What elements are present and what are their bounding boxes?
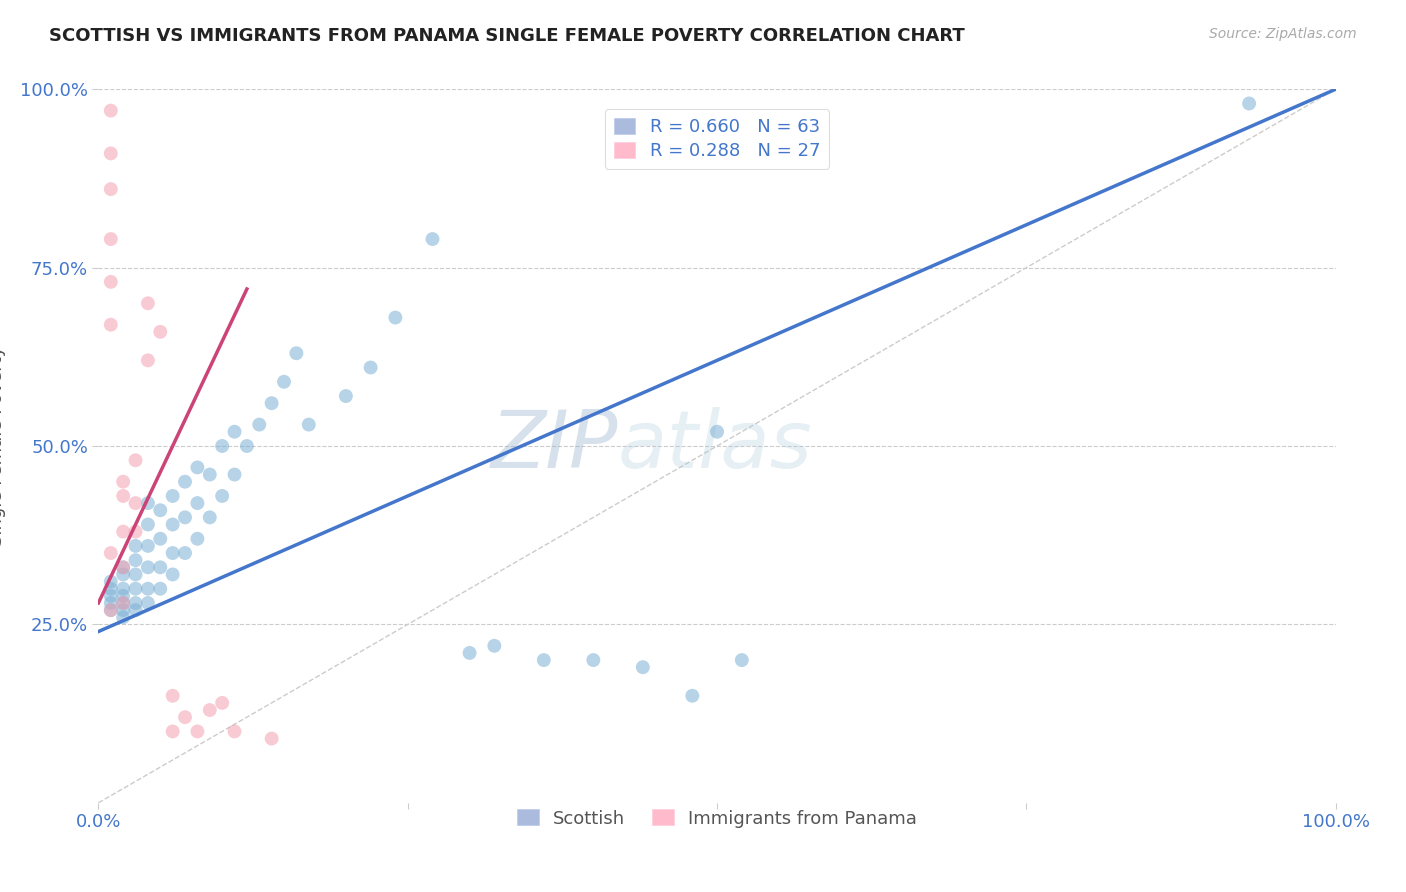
Point [112, 489, 135, 503]
Point [162, 546, 184, 560]
Point [124, 603, 146, 617]
Point [100, 589, 122, 603]
Point [136, 517, 159, 532]
Text: atlas: atlas [619, 407, 813, 485]
Point [136, 496, 159, 510]
Point [260, 396, 283, 410]
Point [298, 417, 321, 432]
Point [174, 475, 197, 489]
Point [112, 524, 135, 539]
Legend: Scottish, Immigrants from Panama: Scottish, Immigrants from Panama [508, 800, 927, 837]
Point [186, 532, 208, 546]
Point [224, 724, 246, 739]
Point [149, 503, 172, 517]
Point [186, 460, 208, 475]
Point [100, 182, 122, 196]
Point [112, 603, 135, 617]
Point [124, 524, 146, 539]
Point [335, 389, 357, 403]
Point [112, 610, 135, 624]
Point [533, 653, 555, 667]
Point [186, 724, 208, 739]
Point [174, 510, 197, 524]
Point [162, 689, 184, 703]
Point [224, 425, 246, 439]
Point [360, 360, 382, 375]
Point [236, 439, 259, 453]
Point [211, 696, 233, 710]
Point [100, 146, 122, 161]
Point [149, 325, 172, 339]
Point [100, 603, 122, 617]
Point [211, 489, 233, 503]
Point [273, 375, 295, 389]
Point [174, 710, 197, 724]
Point [112, 567, 135, 582]
Point [582, 653, 605, 667]
Point [136, 539, 159, 553]
Point [198, 510, 221, 524]
Point [136, 582, 159, 596]
Point [162, 724, 184, 739]
Point [186, 496, 208, 510]
Point [198, 703, 221, 717]
Point [211, 439, 233, 453]
Point [124, 596, 146, 610]
Point [100, 318, 122, 332]
Text: SCOTTISH VS IMMIGRANTS FROM PANAMA SINGLE FEMALE POVERTY CORRELATION CHART: SCOTTISH VS IMMIGRANTS FROM PANAMA SINGL… [49, 27, 965, 45]
Point [100, 546, 122, 560]
Point [124, 553, 146, 567]
Point [484, 639, 506, 653]
Point [100, 603, 122, 617]
Point [285, 346, 308, 360]
Point [198, 467, 221, 482]
Point [174, 546, 197, 560]
Point [149, 582, 172, 596]
Point [136, 596, 159, 610]
Point [124, 496, 146, 510]
Point [149, 560, 172, 574]
Point [124, 582, 146, 596]
Point [384, 310, 406, 325]
Point [112, 589, 135, 603]
Point [112, 560, 135, 574]
Point [162, 517, 184, 532]
Point [112, 475, 135, 489]
Point [731, 653, 754, 667]
Point [162, 489, 184, 503]
Point [681, 689, 703, 703]
Point [112, 560, 135, 574]
Y-axis label: Single Female Poverty: Single Female Poverty [0, 346, 6, 546]
Point [124, 453, 146, 467]
Point [100, 275, 122, 289]
Point [422, 232, 444, 246]
Point [100, 582, 122, 596]
Point [162, 567, 184, 582]
Point [136, 560, 159, 574]
Point [1237, 96, 1260, 111]
Point [149, 532, 172, 546]
Point [124, 567, 146, 582]
Text: Source: ZipAtlas.com: Source: ZipAtlas.com [1209, 27, 1357, 41]
Point [100, 103, 122, 118]
Point [100, 232, 122, 246]
Point [112, 596, 135, 610]
Point [224, 467, 246, 482]
Point [124, 539, 146, 553]
Point [706, 425, 728, 439]
Point [100, 596, 122, 610]
Point [112, 582, 135, 596]
Point [136, 296, 159, 310]
Point [260, 731, 283, 746]
Point [100, 574, 122, 589]
Point [631, 660, 654, 674]
Text: ZIP: ZIP [491, 407, 619, 485]
Point [247, 417, 270, 432]
Point [112, 596, 135, 610]
Point [136, 353, 159, 368]
Point [458, 646, 481, 660]
